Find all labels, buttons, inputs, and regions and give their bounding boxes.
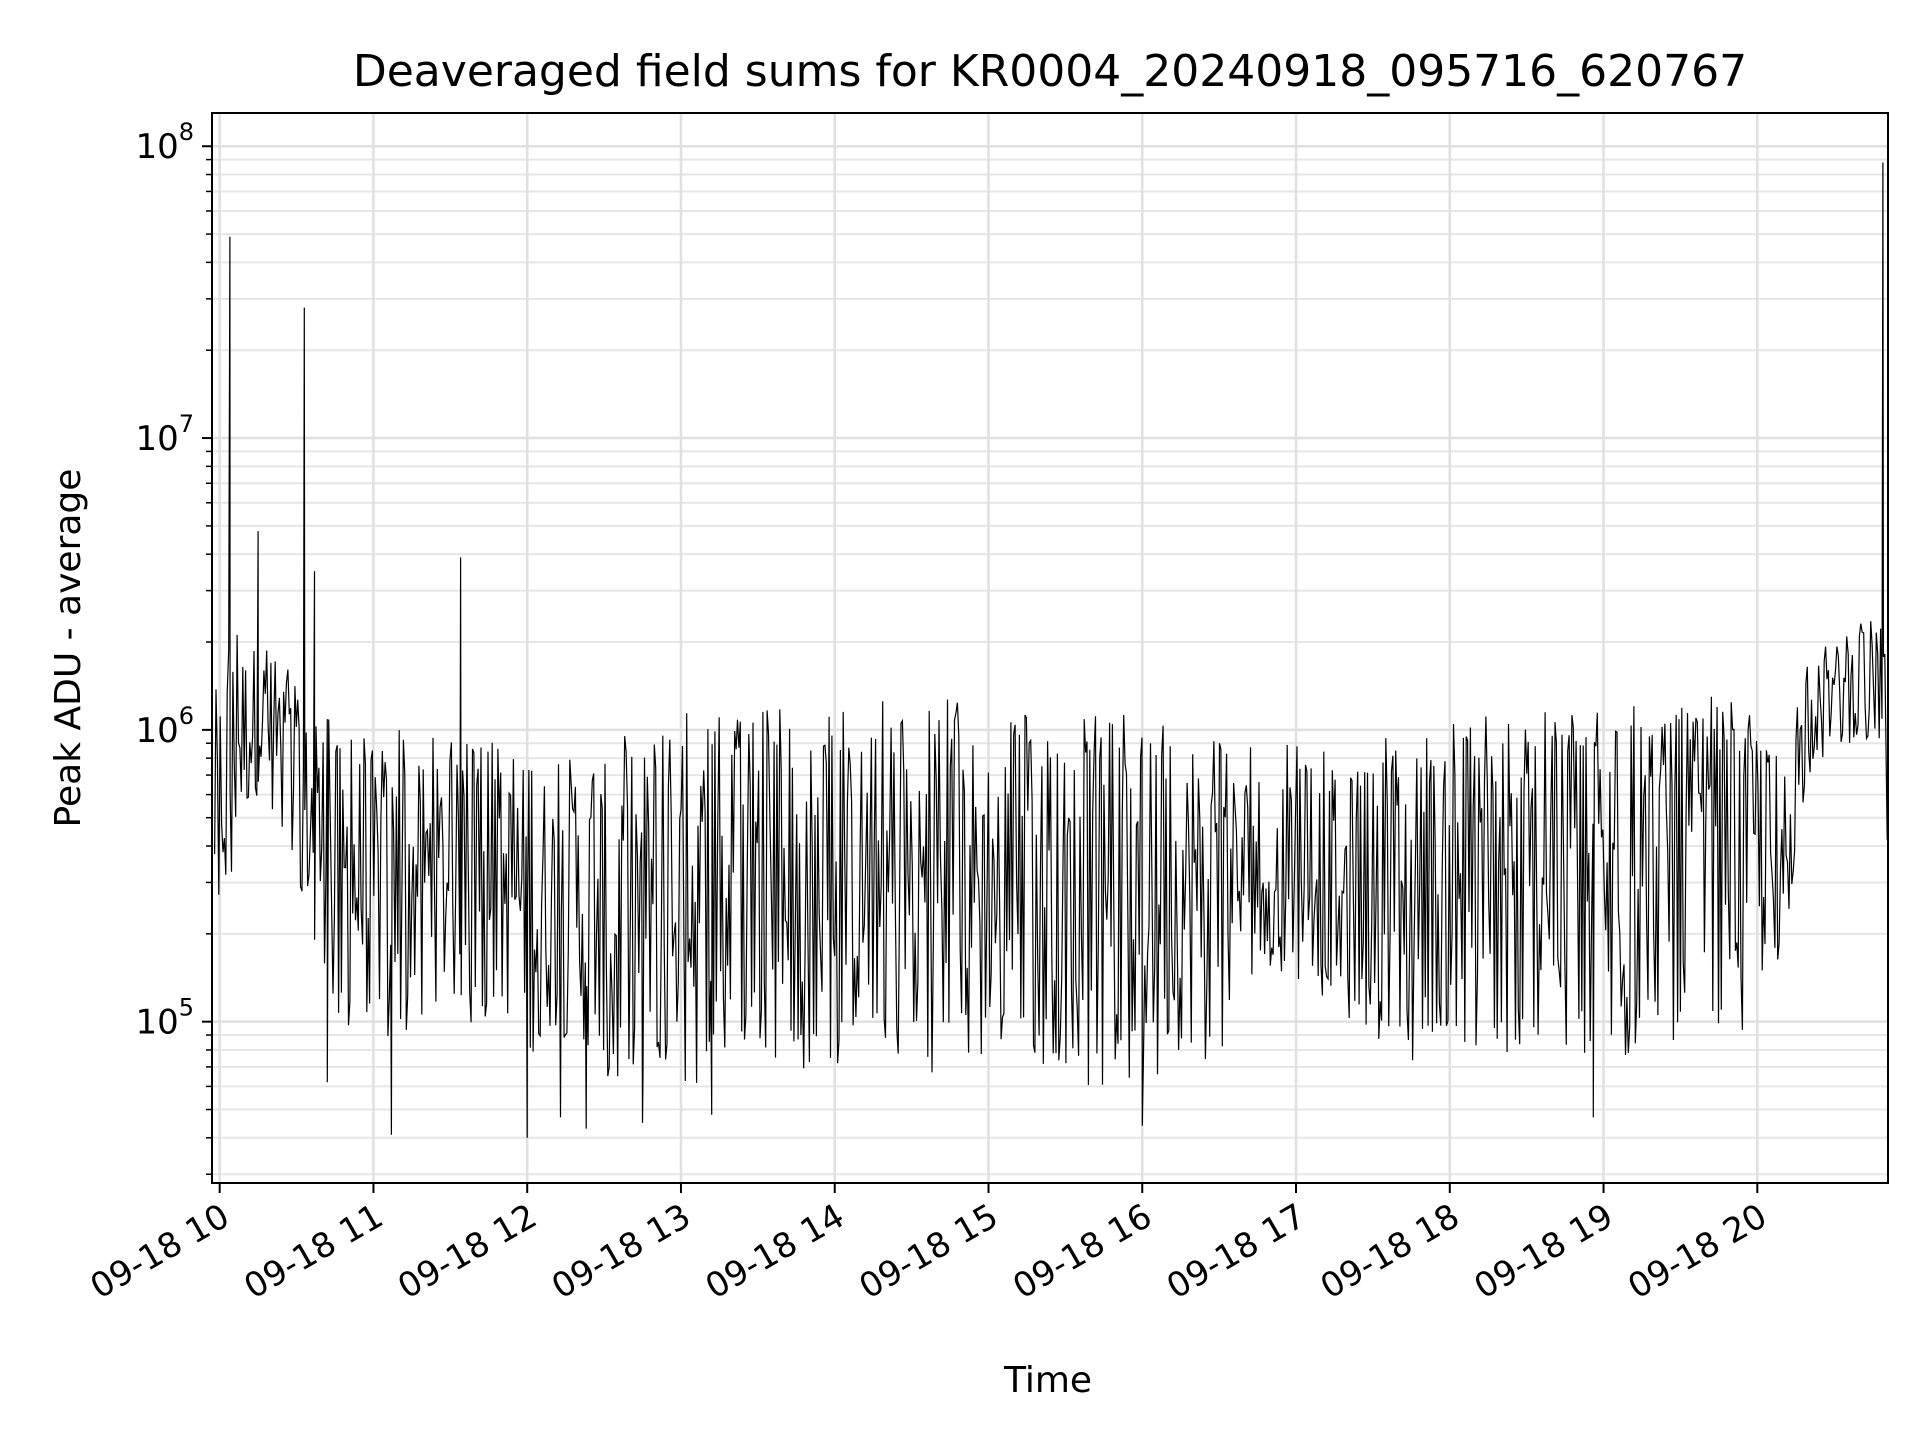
- y-tick-exponent: 5: [179, 994, 194, 1022]
- x-axis-label: Time: [1003, 1360, 1092, 1401]
- series-line: [214, 162, 1888, 1138]
- y-tick-exponent: 7: [179, 410, 194, 438]
- y-tick-label: 106: [135, 702, 194, 751]
- y-tick-base: 10: [135, 711, 178, 751]
- y-tick-base: 10: [135, 127, 178, 167]
- plot-frame: [211, 112, 1889, 1184]
- chart-title: Deaveraged field sums for KR0004_2024091…: [353, 46, 1747, 97]
- y-tick-label: 107: [135, 410, 194, 459]
- y-tick-base: 10: [135, 1003, 178, 1043]
- y-tick-exponent: 6: [179, 702, 194, 730]
- y-tick-label: 108: [135, 118, 194, 167]
- y-tick-label: 105: [135, 994, 194, 1043]
- data-series: [214, 162, 1888, 1138]
- y-tick-base: 10: [135, 419, 178, 459]
- y-tick-exponent: 8: [179, 118, 194, 146]
- y-axis-label: Peak ADU - average: [48, 469, 89, 828]
